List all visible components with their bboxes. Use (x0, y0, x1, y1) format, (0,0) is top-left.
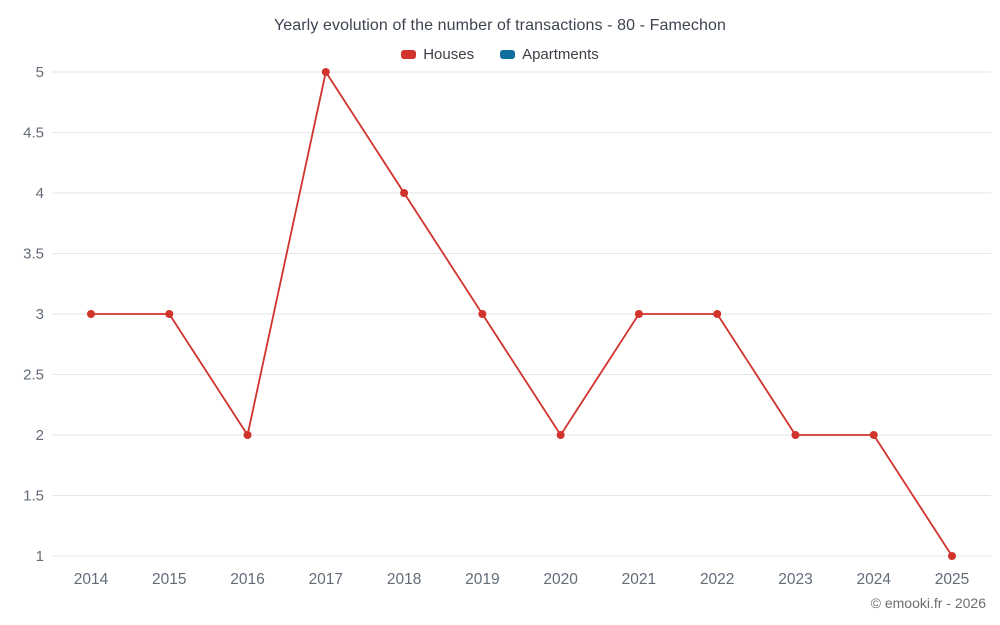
houses-data-point[interactable] (243, 431, 252, 439)
houses-data-point[interactable] (165, 310, 174, 318)
apartments-legend-swatch-icon (500, 50, 516, 59)
houses-data-point[interactable] (87, 310, 95, 318)
houses-data-point[interactable] (791, 431, 800, 439)
houses-data-point[interactable] (948, 552, 956, 560)
y-axis-label: 1.5 (23, 488, 44, 505)
legend-item-houses[interactable]: Houses (401, 46, 474, 63)
x-axis-label: 2015 (152, 571, 186, 588)
x-axis-label: 2020 (543, 571, 578, 588)
houses-data-point[interactable] (478, 310, 487, 318)
y-axis-label: 1 (36, 548, 44, 565)
x-axis-label: 2024 (856, 571, 891, 588)
houses-data-point[interactable] (400, 189, 409, 197)
y-axis-label: 2 (36, 427, 44, 444)
y-axis-label: 5 (36, 64, 44, 81)
houses-data-point[interactable] (634, 310, 643, 318)
x-axis-label: 2025 (935, 571, 969, 588)
legend-item-apartments[interactable]: Apartments (500, 46, 599, 63)
houses-data-point[interactable] (713, 310, 722, 318)
chart-legend: Houses Apartments (0, 46, 1000, 63)
houses-legend-swatch-icon (401, 50, 417, 59)
houses-data-point[interactable] (869, 431, 878, 439)
houses-data-point[interactable] (321, 68, 330, 76)
x-axis-label: 2022 (700, 571, 734, 588)
y-axis-label: 4 (36, 185, 44, 202)
y-axis-label: 4.5 (23, 125, 44, 142)
x-axis-label: 2017 (309, 571, 343, 588)
legend-label-apartments: Apartments (522, 46, 599, 63)
chart-title: Yearly evolution of the number of transa… (273, 17, 727, 34)
x-axis-label: 2019 (465, 571, 499, 588)
footer-credit: © emooki.fr - 2026 (870, 595, 986, 611)
y-axis-label: 2.5 (23, 367, 44, 384)
legend-label-houses: Houses (423, 46, 475, 63)
x-axis-label: 2023 (778, 571, 812, 588)
x-axis-label: 2016 (230, 571, 264, 588)
x-axis-label: 2021 (622, 571, 656, 588)
y-axis-label: 3.5 (23, 246, 44, 263)
y-axis-label: 3 (36, 306, 44, 323)
houses-data-point[interactable] (556, 431, 565, 439)
x-axis-label: 2018 (387, 571, 421, 588)
x-axis-label: 2014 (74, 571, 109, 588)
houses-series-line (91, 71, 953, 557)
